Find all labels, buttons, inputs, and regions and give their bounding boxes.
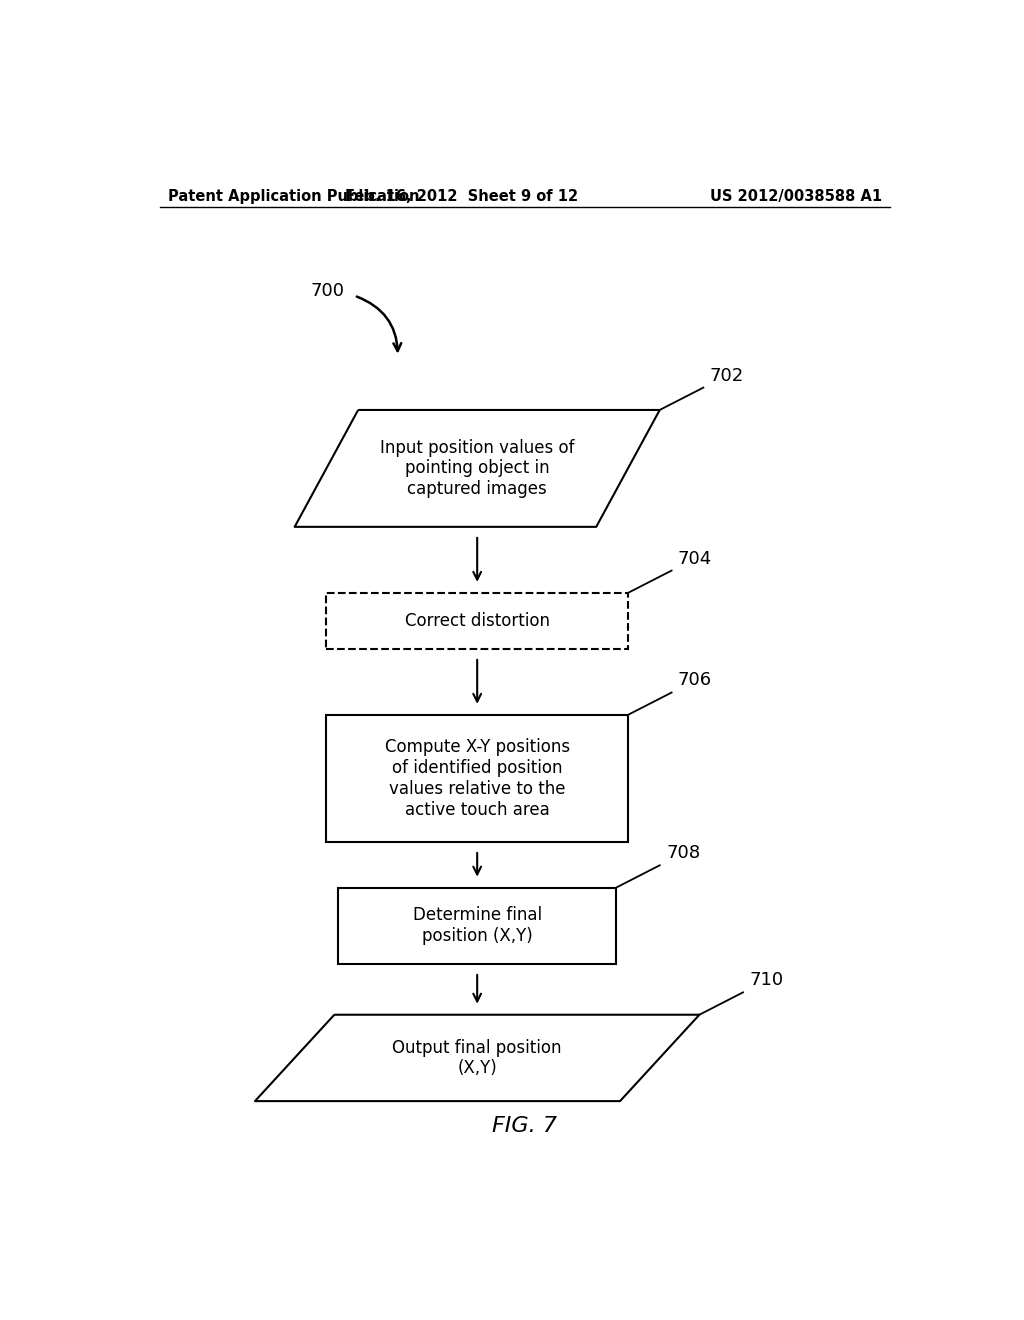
Bar: [327, 715, 628, 842]
Text: 700: 700: [310, 281, 344, 300]
Text: 704: 704: [678, 549, 713, 568]
Text: Patent Application Publication: Patent Application Publication: [168, 189, 419, 203]
Text: 708: 708: [666, 845, 700, 862]
Text: Feb. 16, 2012  Sheet 9 of 12: Feb. 16, 2012 Sheet 9 of 12: [345, 189, 578, 203]
Text: Output final position
(X,Y): Output final position (X,Y): [392, 1039, 562, 1077]
Text: 702: 702: [710, 367, 744, 384]
Bar: [327, 593, 628, 649]
Text: 710: 710: [750, 972, 783, 989]
FancyArrowPatch shape: [356, 297, 401, 351]
Text: 706: 706: [678, 672, 712, 689]
Text: Input position values of
pointing object in
captured images: Input position values of pointing object…: [380, 438, 574, 498]
Text: Determine final
position (X,Y): Determine final position (X,Y): [413, 907, 542, 945]
Polygon shape: [295, 411, 659, 527]
Text: Correct distortion: Correct distortion: [404, 612, 550, 630]
Polygon shape: [255, 1015, 699, 1101]
Text: FIG. 7: FIG. 7: [493, 1115, 557, 1137]
Text: Compute X-Y positions
of identified position
values relative to the
active touch: Compute X-Y positions of identified posi…: [385, 738, 569, 818]
Text: US 2012/0038588 A1: US 2012/0038588 A1: [710, 189, 882, 203]
Bar: [338, 887, 616, 964]
